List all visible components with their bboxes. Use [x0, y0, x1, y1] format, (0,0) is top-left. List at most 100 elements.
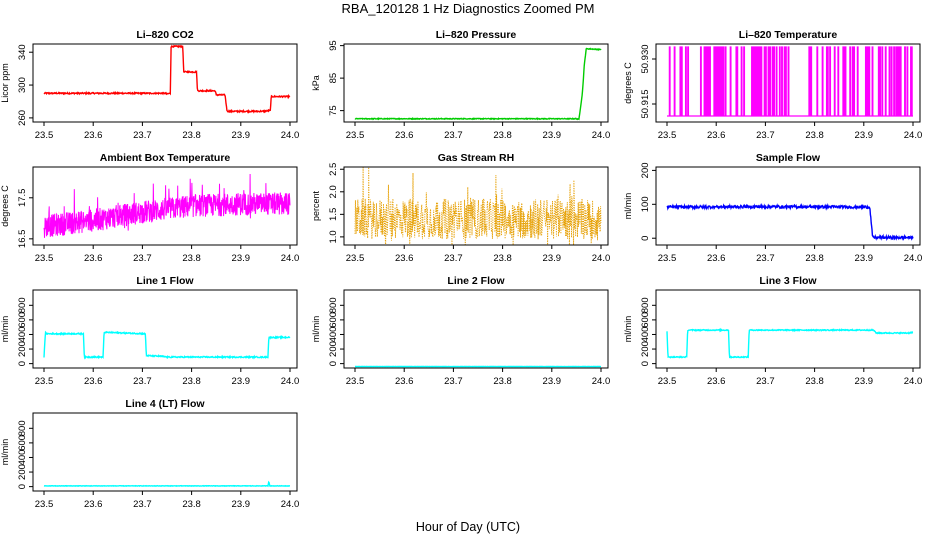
x-tick-label: 23.5	[658, 130, 677, 141]
panel-title: Line 2 Flow	[447, 275, 505, 287]
y-tick-label: 400	[17, 327, 28, 343]
y-tick-label: 1.0	[328, 230, 339, 243]
x-tick-label: 23.8	[493, 130, 512, 141]
y-axis-label: degrees C	[0, 185, 10, 227]
x-tick-label: 24.0	[281, 253, 300, 264]
x-tick-label: 23.7	[756, 376, 775, 387]
data-series	[43, 480, 290, 488]
x-tick-label: 23.6	[395, 253, 414, 264]
x-tick-label: 23.5	[658, 376, 677, 387]
x-tick-label: 23.8	[805, 130, 824, 141]
y-tick-label: 85	[328, 73, 339, 84]
x-tick-label: 23.6	[395, 130, 414, 141]
y-axis-label: percent	[311, 190, 321, 221]
x-tick-label: 23.8	[182, 253, 201, 264]
panel-title: Line 3 Flow	[759, 275, 817, 287]
plot-frame	[655, 289, 921, 369]
x-tick-label: 23.8	[493, 253, 512, 264]
chart-panel-3: Li–820 Temperature degrees C 50.915 50.930 2…	[623, 29, 922, 141]
y-tick-label: 800	[328, 297, 339, 313]
y-tick-label: 2.0	[328, 185, 339, 198]
plot-frame	[32, 43, 298, 123]
y-tick-label: 600	[17, 435, 28, 451]
x-tick-label: 23.9	[232, 253, 251, 264]
x-tick-label: 24.0	[592, 376, 611, 387]
x-tick-label: 23.9	[543, 253, 562, 264]
figure-title: RBA_120128 1 Hz Diagnostics Zoomed PM	[342, 1, 595, 16]
x-tick-label: 24.0	[281, 376, 300, 387]
data-series	[667, 46, 913, 117]
y-tick-label: 2.5	[328, 163, 339, 176]
y-tick-label: 400	[328, 327, 339, 343]
x-tick-label: 23.6	[707, 253, 726, 264]
y-tick-label: 800	[17, 297, 28, 313]
x-tick-label: 23.6	[84, 499, 103, 510]
chart-panel-5: Gas Stream RH percent 1.0 1.5 2.0 2.5 23.5 23.6…	[311, 152, 610, 264]
y-tick-label: 50.930	[640, 44, 651, 73]
data-series	[43, 330, 291, 360]
x-tick-label: 23.5	[658, 253, 677, 264]
y-tick-label: 200	[17, 464, 28, 480]
y-axis-label: Licor ppm	[0, 63, 10, 103]
y-tick-label: 400	[17, 450, 28, 466]
x-tick-label: 23.9	[232, 376, 251, 387]
x-tick-label: 23.7	[133, 499, 152, 510]
x-tick-label: 23.9	[855, 130, 874, 141]
y-tick-label: 17.5	[17, 189, 28, 208]
x-tick-label: 23.5	[35, 130, 54, 141]
x-tick-label: 24.0	[592, 253, 611, 264]
data-line	[354, 47, 602, 121]
y-tick-label: 50.915	[640, 89, 651, 118]
y-tick-label: 0	[17, 484, 28, 489]
x-tick-label: 23.9	[543, 130, 562, 141]
y-tick-label: 600	[640, 312, 651, 328]
y-tick-label: 260	[17, 110, 28, 126]
y-tick-label: 0	[640, 361, 651, 366]
y-tick-label: 200	[640, 162, 651, 178]
data-line	[43, 480, 290, 488]
x-tick-label: 24.0	[904, 376, 923, 387]
x-tick-label: 23.7	[444, 130, 463, 141]
chart-panel-2: Li–820 Pressure kPa 75 85 95 23.5 23.6 23.7 23.8…	[311, 29, 610, 141]
y-tick-label: 75	[328, 105, 339, 116]
data-series	[43, 44, 291, 114]
plot-frame	[343, 43, 609, 123]
y-tick-label: 200	[328, 341, 339, 357]
x-tick-label: 23.6	[707, 376, 726, 387]
y-tick-label: 800	[640, 297, 651, 313]
data-series	[666, 202, 914, 242]
y-tick-label: 400	[640, 327, 651, 343]
y-tick-label: 600	[17, 312, 28, 328]
y-tick-label: 1.5	[328, 208, 339, 221]
x-tick-label: 23.7	[756, 130, 775, 141]
x-tick-label: 23.8	[182, 499, 201, 510]
y-axis-label: ml/min	[623, 316, 633, 343]
plot-frame	[343, 289, 609, 369]
panel-title: Line 1 Flow	[136, 275, 194, 287]
x-tick-label: 23.6	[707, 130, 726, 141]
plot-frame	[32, 412, 298, 492]
y-axis-label: ml/min	[0, 439, 10, 466]
y-tick-label: 95	[328, 40, 339, 51]
data-line	[43, 330, 291, 360]
y-tick-label: 300	[17, 77, 28, 93]
y-tick-label: 200	[17, 341, 28, 357]
panel-title: Li–820 CO2	[136, 29, 193, 41]
x-tick-label: 23.7	[133, 130, 152, 141]
panel-title: Gas Stream RH	[438, 152, 514, 164]
y-tick-label: 0	[17, 361, 28, 366]
x-tick-label: 24.0	[592, 130, 611, 141]
x-tick-label: 23.5	[346, 376, 365, 387]
panel-title: Li–820 Temperature	[739, 29, 838, 41]
panel-title: Line 4 (LT) Flow	[125, 398, 205, 410]
chart-panel-6: Sample Flow ml/min 0 100 200 23.5 23.6 23.7 23.8…	[623, 152, 922, 264]
x-tick-label: 23.6	[84, 253, 103, 264]
y-axis-label: ml/min	[311, 316, 321, 343]
x-tick-label: 23.9	[855, 376, 874, 387]
x-tick-label: 23.9	[855, 253, 874, 264]
x-tick-label: 24.0	[281, 499, 300, 510]
x-tick-label: 23.8	[805, 253, 824, 264]
